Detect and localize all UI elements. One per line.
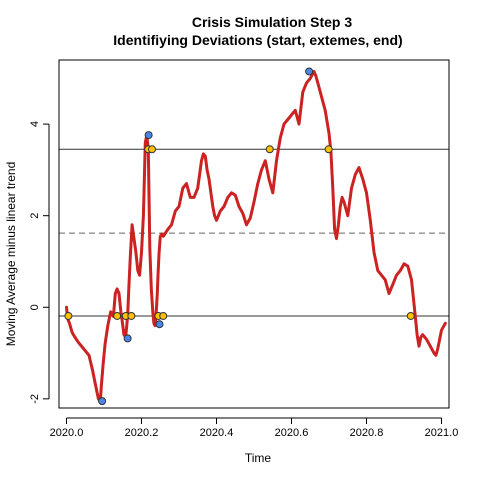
y-axis: -2 0 2 4	[29, 121, 50, 404]
x-tick-label: 2020.8	[350, 427, 384, 439]
extreme-point-8	[144, 131, 153, 140]
crossing-point-13	[265, 145, 274, 154]
marked-points	[64, 67, 415, 406]
y-tick-label: -2	[29, 394, 41, 404]
extreme-point-14	[305, 67, 314, 76]
crossing-point-12	[159, 311, 168, 320]
y-axis-label: Moving Average minus linear trend	[4, 162, 18, 347]
chart-subtitle: Identifiying Deviations (start, extemes,…	[113, 32, 402, 48]
series-line-1	[65, 69, 447, 403]
x-tick-label: 2020.6	[275, 427, 309, 439]
x-axis-label: Time	[245, 451, 272, 465]
extreme-point-2	[98, 397, 107, 406]
x-tick-label: 2020.4	[200, 427, 234, 439]
x-axis: 2020.0 2020.2 2020.4 2020.6 2020.8 2021.0	[50, 417, 459, 439]
extreme-point-5	[123, 334, 132, 343]
crossing-point-3	[113, 311, 122, 320]
plot-frame	[58, 59, 450, 409]
x-tick-label: 2020.0	[50, 427, 84, 439]
x-tick-label: 2020.2	[125, 427, 159, 439]
crossing-point-16	[406, 311, 415, 320]
crossing-point-15	[324, 145, 333, 154]
crossing-point-1	[64, 311, 73, 320]
y-tick-label: 0	[29, 304, 41, 310]
series-layer	[65, 69, 447, 403]
y-tick-label: 4	[29, 121, 41, 127]
x-tick-label: 2021.0	[425, 427, 459, 439]
extreme-point-11	[155, 320, 164, 329]
y-tick-label: 2	[29, 213, 41, 219]
chart-title: Crisis Simulation Step 3	[192, 14, 352, 30]
crossing-point-9	[148, 145, 156, 154]
crossing-point-6	[127, 311, 136, 320]
